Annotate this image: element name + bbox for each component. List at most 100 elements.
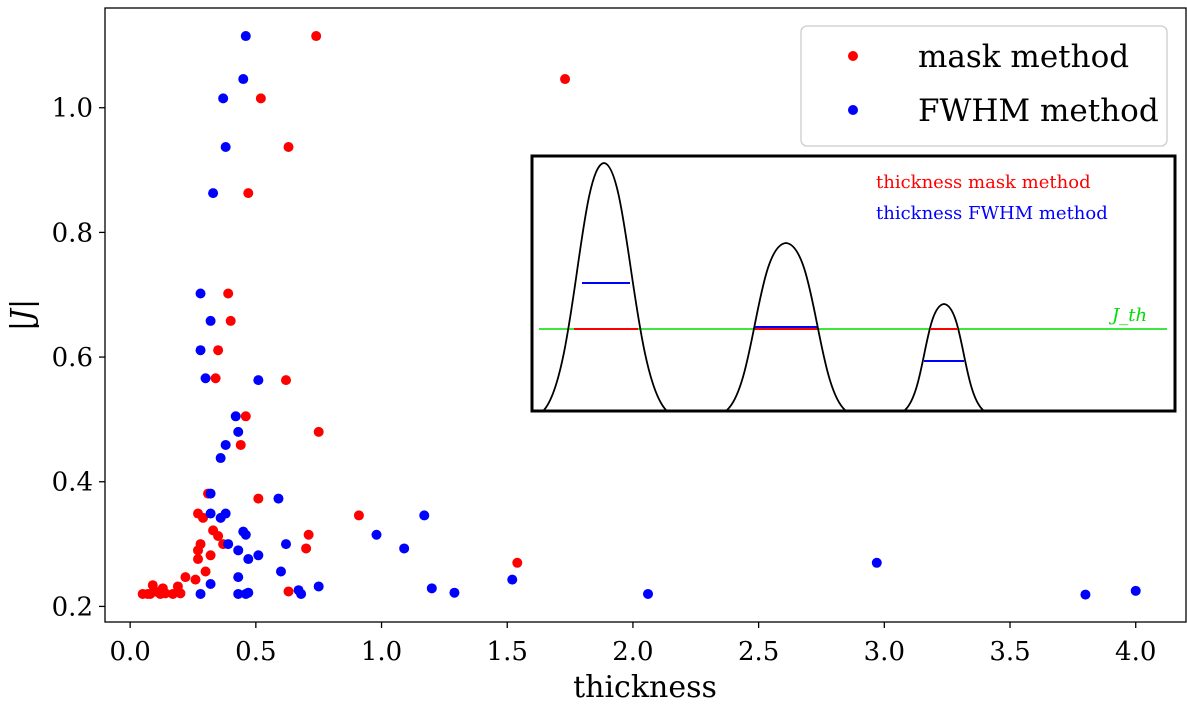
mask-point [213,345,224,356]
fwhm-point [313,581,324,592]
fwhm-point [871,557,882,568]
fwhm-point [218,93,229,104]
inset-peak-small [904,303,984,411]
mask-point [253,493,264,504]
fwhm-point [243,554,254,565]
fwhm-point [419,510,430,521]
inset-threshold-label: J_th [1108,305,1147,326]
fwhm-point [1130,585,1141,596]
fwhm-point [399,543,410,554]
fwhm-point [205,488,216,499]
mask-point [167,588,178,599]
fwhm-point [281,539,292,550]
fwhm-point [643,588,654,599]
mask-point [313,426,324,437]
mask-point [198,512,209,523]
fwhm-point [243,587,254,598]
fwhm-point [233,426,244,437]
mask-point [301,543,312,554]
x-tick-label: 2.5 [738,637,779,667]
fwhm-point [233,545,244,556]
y-axis-title: |J| [5,299,40,331]
fwhm-point [233,588,244,599]
legend-label-fwhm: FWHM method [918,93,1159,129]
fwhm-point [205,315,216,326]
fwhm-point [296,588,307,599]
mask-point [200,566,211,577]
legend-box [800,25,1168,147]
fwhm-point [195,288,206,299]
y-tick-label: 0.4 [52,468,93,498]
mask-point [235,439,246,450]
plot-frame [104,7,1187,623]
mask-point [190,574,201,585]
legend-label-mask: mask method [918,39,1129,75]
fwhm-point [208,188,219,199]
mask-point [223,288,234,299]
mask-point [303,529,314,540]
mask-point [193,554,204,565]
mask-point [283,586,294,597]
fwhm-point [275,566,286,577]
inset-frame [530,154,1177,413]
mask-point [560,74,571,85]
fwhm-point [223,539,234,550]
inset-schematic: J_th thickness mask method thickness FWH… [530,154,1177,413]
legend-marker-mask [848,51,858,61]
mask-point [210,373,221,384]
fwhm-point [195,345,206,356]
y-tick-label: 0.6 [52,343,93,373]
fwhm-point [426,583,437,594]
mask-point [180,572,191,583]
x-axis-ticks: 0.0 0.5 1.0 1.5 2.0 2.5 3.0 3.5 4.0 [109,622,1156,667]
mask-point [281,375,292,386]
fwhm-point [233,572,244,583]
fwhm-point [220,142,231,153]
mask-point [145,588,156,599]
legend: mask method FWHM method [800,25,1168,147]
fwhm-point [253,375,264,386]
mask-point [283,142,294,153]
mask-point [353,510,364,521]
mask-point [193,545,204,556]
fwhm-point [273,493,284,504]
fwhm-point [449,587,460,598]
inset-peak-large [543,162,667,411]
mask-point [160,588,171,599]
fwhm-point [230,411,241,422]
data-points [137,31,1141,600]
fwhm-point [220,439,231,450]
mask-point [175,588,186,599]
mask-point [225,315,236,326]
x-tick-label: 1.5 [487,637,528,667]
inset-peak-medium [726,242,846,411]
fwhm-point [371,529,382,540]
mask-point [311,31,322,42]
fwhm-point [238,74,249,85]
fwhm-point [205,508,216,519]
y-tick-label: 1.0 [52,94,93,124]
x-tick-label: 0.0 [109,637,150,667]
mask-point [512,557,523,568]
mask-point [205,550,216,561]
x-tick-label: 2.0 [612,637,653,667]
y-axis-ticks: 0.2 0.4 0.6 0.8 1.0 [52,94,105,622]
inset-legend-mask: thickness mask method [876,172,1091,193]
fwhm-point [200,373,211,384]
fwhm-point [215,512,226,523]
mask-point [213,530,224,541]
fwhm-point [195,588,206,599]
legend-marker-fwhm [848,105,858,115]
y-tick-label: 0.8 [52,218,93,248]
fwhm-point [215,453,226,464]
mask-point [255,93,266,104]
x-tick-label: 1.0 [361,637,402,667]
x-tick-label: 0.5 [235,637,276,667]
fwhm-point [507,574,518,585]
fwhm-point [205,578,216,589]
y-tick-label: 0.2 [52,592,93,622]
fwhm-point [253,550,264,561]
inset-legend-fwhm: thickness FWHM method [876,203,1108,224]
fwhm-point [1080,589,1091,600]
